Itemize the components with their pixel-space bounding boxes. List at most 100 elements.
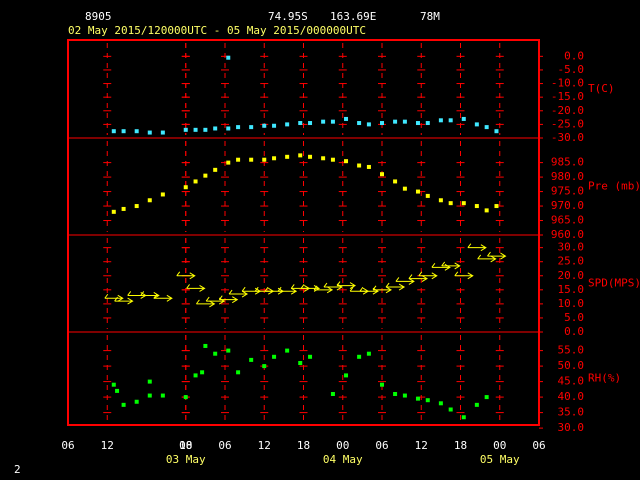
data-point	[236, 125, 241, 130]
data-point	[380, 172, 384, 177]
y-tick-label: 25.0	[558, 255, 585, 268]
data-point	[272, 123, 277, 128]
panel-label: T(C)	[588, 82, 615, 95]
elevation: 78M	[420, 10, 440, 23]
y-tick-label: 965.0	[551, 214, 584, 227]
data-point	[262, 157, 267, 162]
wind-arrow	[186, 284, 206, 292]
data-point	[366, 164, 371, 169]
data-point	[203, 127, 208, 132]
wind-arrow	[323, 282, 343, 291]
y-tick-label: 30.0	[558, 421, 585, 434]
data-point	[484, 208, 489, 213]
data-point	[448, 201, 453, 206]
data-point	[111, 129, 116, 134]
data-point	[213, 351, 218, 356]
data-point	[160, 393, 165, 398]
data-point	[330, 157, 335, 162]
y-tick-label: 20.0	[558, 269, 585, 282]
wind-arrow	[418, 271, 438, 280]
x-tick-label: 00	[336, 439, 349, 452]
data-point	[461, 415, 466, 420]
data-point	[415, 189, 420, 194]
data-point	[134, 399, 139, 404]
day-label: 03 May	[166, 453, 206, 466]
latitude: 74.95S	[268, 10, 308, 23]
data-point	[357, 121, 362, 126]
page-number: 2	[14, 463, 21, 476]
data-point	[183, 185, 188, 190]
data-point	[344, 373, 349, 378]
y-tick-label: 30.0	[558, 241, 585, 254]
data-point	[484, 395, 489, 400]
y-tick-label: 5.0	[564, 311, 584, 324]
data-point	[226, 348, 231, 353]
data-point	[285, 154, 290, 159]
data-point	[308, 154, 313, 159]
wind-arrow	[454, 271, 474, 280]
data-point	[147, 379, 152, 384]
wind-arrow	[313, 285, 334, 294]
data-point	[415, 121, 420, 126]
wind-arrow	[359, 286, 379, 295]
y-tick-label: 40.0	[558, 390, 585, 403]
y-tick-label: 15.0	[558, 283, 585, 296]
y-tick-label: 45.0	[558, 375, 585, 388]
data-point	[249, 157, 254, 162]
data-point	[402, 186, 407, 191]
y-tick-label: 55.0	[558, 344, 585, 357]
data-point	[461, 201, 466, 206]
data-point	[321, 156, 326, 161]
data-point	[147, 393, 152, 398]
wind-arrow	[441, 261, 461, 270]
y-tick-label: 985.0	[551, 156, 584, 169]
wind-arrow	[408, 274, 428, 283]
x-tick-label: 18	[454, 439, 467, 452]
data-point	[438, 401, 443, 406]
data-point	[402, 393, 407, 398]
data-point	[308, 354, 313, 359]
data-point	[285, 122, 290, 127]
data-point	[121, 402, 126, 407]
x-tick-label: 06	[532, 439, 545, 452]
data-point	[425, 193, 430, 198]
data-point	[344, 116, 349, 121]
data-point	[393, 179, 398, 184]
data-point	[134, 129, 139, 134]
wind-arrow	[477, 254, 497, 263]
data-point	[321, 119, 326, 124]
data-point	[393, 392, 398, 396]
y-tick-label: -5.0	[558, 63, 585, 76]
data-point	[226, 126, 231, 131]
y-tick-label: 0.0	[564, 325, 584, 338]
data-point	[357, 163, 362, 168]
y-tick-label: 975.0	[551, 185, 584, 198]
x-tick-label: 12	[258, 439, 271, 452]
data-point	[134, 204, 139, 209]
data-point	[285, 348, 290, 353]
data-point	[357, 354, 362, 359]
y-tick-label: 50.0	[558, 359, 585, 372]
wind-arrow	[372, 285, 392, 294]
wind-arrow	[487, 251, 507, 260]
y-tick-label: 960.0	[551, 228, 584, 241]
data-point	[262, 364, 267, 369]
data-point	[213, 167, 218, 172]
data-point	[494, 204, 499, 209]
day-label: 04 May	[323, 453, 363, 466]
data-point	[213, 126, 218, 131]
data-point	[484, 125, 489, 130]
y-tick-label: -10.0	[551, 77, 584, 90]
x-tick-label: 18	[297, 439, 310, 452]
panel-label: RH(%)	[588, 372, 621, 385]
data-point	[380, 382, 384, 387]
day-label: 05 May	[480, 453, 520, 466]
wind-arrow	[431, 263, 451, 271]
data-point	[425, 121, 430, 126]
data-point	[200, 370, 205, 375]
y-tick-label: 0.0	[564, 49, 584, 62]
data-point	[461, 116, 466, 121]
x-tick-label: 06	[218, 439, 231, 452]
data-point	[147, 198, 152, 203]
